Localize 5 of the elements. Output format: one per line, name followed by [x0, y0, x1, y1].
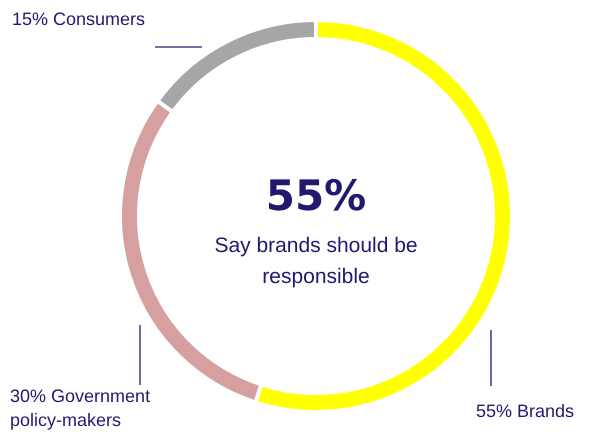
slice-label: 30% Government policy-makers: [10, 386, 150, 430]
slice-label: 55% Brands: [476, 401, 574, 421]
slice-label: 15% Consumers: [12, 9, 145, 29]
data-label: 55%: [266, 171, 366, 220]
text: Say brands should be responsible: [214, 234, 418, 288]
